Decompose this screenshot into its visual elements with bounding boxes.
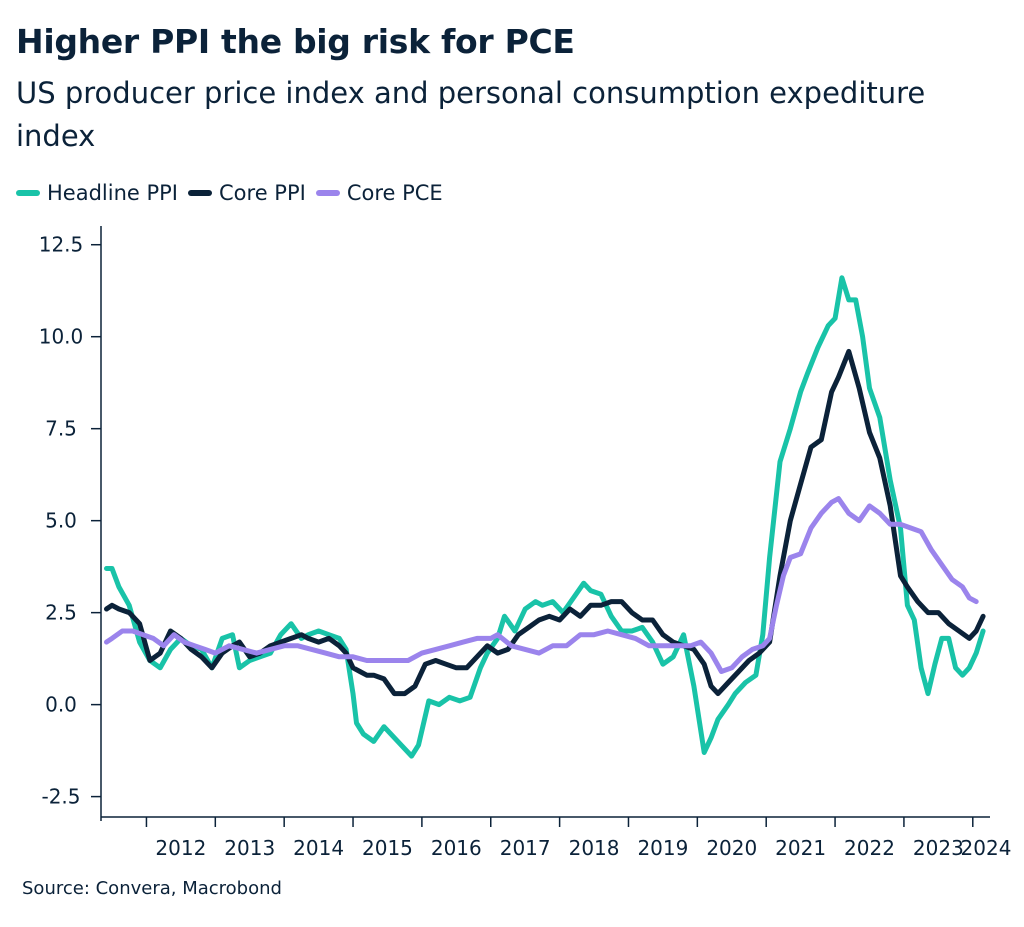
legend-label-core-ppi: Core PPI: [219, 181, 306, 205]
legend-item-core-pce[interactable]: Core PCE: [315, 181, 443, 205]
source-note: Source: Convera, Macrobond: [22, 878, 282, 899]
x-tick-label: 2017: [500, 836, 551, 860]
y-tick-label: 7.5: [45, 417, 77, 441]
x-tick-label: 2019: [637, 836, 688, 860]
y-tick-label: 0.0: [45, 693, 77, 717]
legend-swatch-core-ppi: [188, 190, 213, 196]
x-tick-label: 2020: [706, 836, 757, 860]
chart-series: [104, 275, 986, 759]
y-tick-label: 5.0: [45, 509, 77, 533]
x-tick-label: 2023: [913, 836, 964, 860]
x-tick-label: 2013: [224, 836, 275, 860]
x-tick-label: 2022: [844, 836, 895, 860]
series-line-headline-ppi: [104, 275, 986, 759]
x-tick-label: 2018: [569, 836, 620, 860]
x-tick-label: 2012: [155, 836, 206, 860]
legend-label-core-pce: Core PCE: [346, 181, 443, 205]
legend-swatch-headline-ppi: [16, 190, 40, 196]
legend-item-core-ppi[interactable]: Core PPI: [188, 181, 306, 205]
series-line-core-pce: [104, 496, 979, 674]
chart-title: Higher PPI the big risk for PCE: [16, 22, 575, 61]
legend-swatch-core-pce: [315, 190, 340, 196]
series-line-core-ppi: [104, 348, 986, 697]
y-tick-label: 10.0: [39, 325, 84, 349]
chart-axes: -2.5 0.0 2.5 5.0 7.5 10.0 12.5 2012 2013 2014 2015…: [39, 226, 1012, 860]
x-tick-label: 2021: [775, 836, 826, 860]
legend: Headline PPI Core PPI Core PCE: [16, 178, 453, 208]
y-tick-label: 2.5: [45, 601, 77, 625]
x-tick-label: 2024: [961, 836, 1012, 860]
x-tick-label: 2014: [293, 836, 344, 860]
legend-label-headline-ppi: Headline PPI: [47, 181, 179, 205]
x-tick-label: 2016: [431, 836, 482, 860]
chart-subtitle: US producer price index and personal con…: [16, 76, 926, 153]
y-tick-label: -2.5: [41, 785, 80, 809]
y-tick-label: 12.5: [39, 233, 84, 257]
legend-item-headline-ppi[interactable]: Headline PPI: [16, 181, 178, 205]
x-tick-label: 2015: [362, 836, 413, 860]
